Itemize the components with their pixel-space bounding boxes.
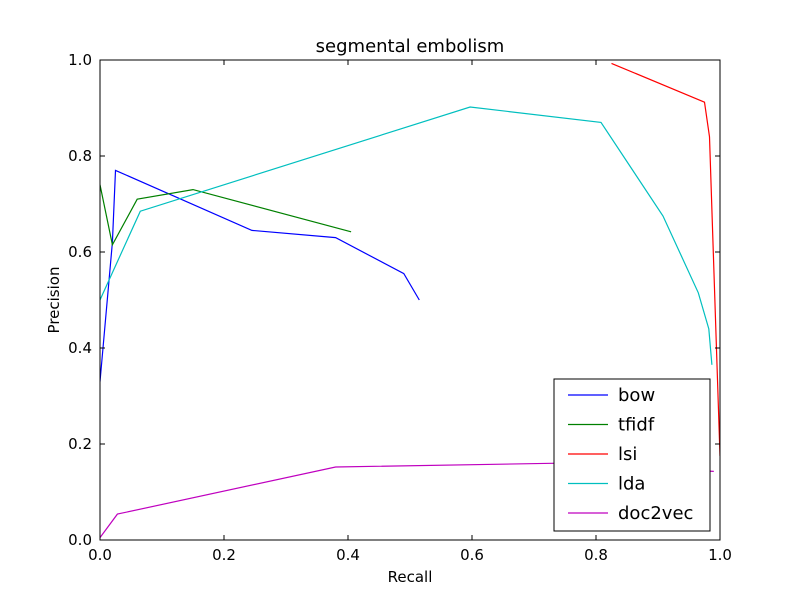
legend-label-lsi: lsi xyxy=(618,444,637,465)
x-tick-label: 0.0 xyxy=(88,546,112,564)
x-tick-label: 0.6 xyxy=(460,546,484,564)
y-tick-label: 0.8 xyxy=(68,147,92,165)
x-tick-label: 0.2 xyxy=(212,546,236,564)
legend-label-tfidf: tfidf xyxy=(618,415,655,436)
legend: bow tfidf lsi lda doc2vec xyxy=(553,378,711,532)
legend-label-lda: lda xyxy=(618,474,645,495)
series-line-lda xyxy=(100,106,713,365)
y-tick-label: 1.0 xyxy=(68,51,92,69)
x-tick-label: 0.4 xyxy=(336,546,360,564)
series-line-lsi xyxy=(611,62,720,457)
plot-area: 0.0 0.2 0.4 0.6 0.8 1.0 0.0 0.2 0.4 0.6 0.8 1.0 xyxy=(68,51,732,564)
y-axis-label: Precision xyxy=(45,267,63,334)
y-tick-label: 0.4 xyxy=(68,339,92,357)
x-tick-label: 0.8 xyxy=(584,546,608,564)
y-tick-label: 0.6 xyxy=(68,243,92,261)
y-tick-label: 0.0 xyxy=(68,531,92,549)
legend-label-bow: bow xyxy=(618,385,655,406)
series-line-tfidf xyxy=(100,184,352,247)
y-tick-label: 0.2 xyxy=(68,435,92,453)
chart-title: segmental embolism xyxy=(316,36,505,57)
plot-frame xyxy=(99,59,721,541)
x-tick-label: 1.0 xyxy=(708,546,732,564)
legend-box xyxy=(553,378,711,532)
legend-label-doc2vec: doc2vec xyxy=(618,503,693,524)
x-axis-label: Recall xyxy=(388,568,433,586)
